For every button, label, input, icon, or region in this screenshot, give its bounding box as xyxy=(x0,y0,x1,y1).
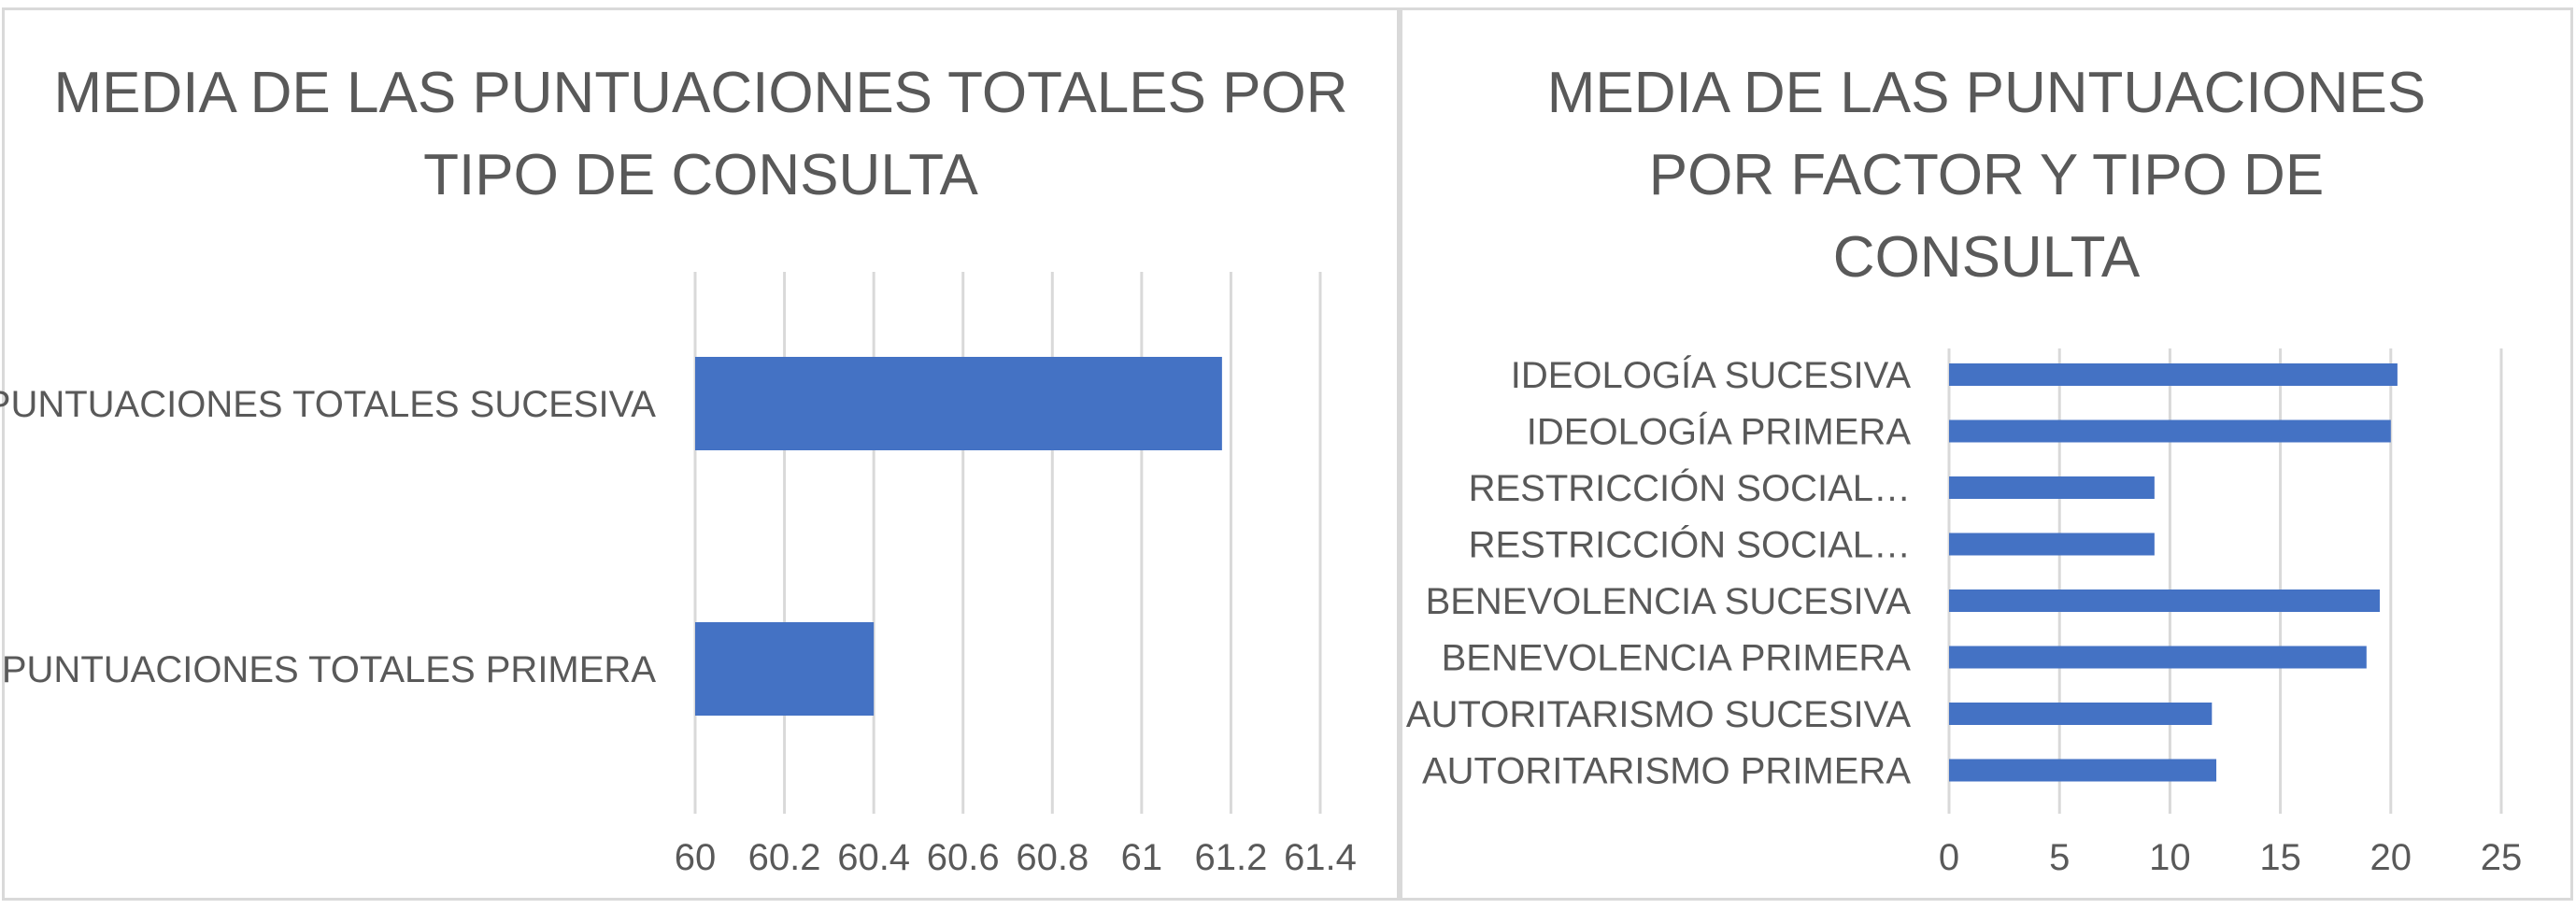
bar xyxy=(1949,419,2391,443)
bar xyxy=(1949,589,2380,612)
bar xyxy=(1949,476,2155,499)
x-tick-label: 0 xyxy=(1939,837,1959,878)
x-tick-label: 25 xyxy=(2481,837,2523,878)
x-tick-label: 61.2 xyxy=(1194,837,1267,878)
x-tick-label: 61.4 xyxy=(1284,837,1357,878)
x-tick-label: 5 xyxy=(2049,837,2070,878)
bar xyxy=(1949,533,2155,556)
x-tick-label: 15 xyxy=(2259,837,2301,878)
x-tick-label: 60.8 xyxy=(1016,837,1089,878)
category-label: PUNTUACIONES TOTALES PRIMERA xyxy=(2,649,656,690)
x-tick-label: 61 xyxy=(1121,837,1163,878)
bar xyxy=(1949,646,2367,669)
category-label: IDEOLOGÍA PRIMERA xyxy=(1527,411,1912,453)
category-label: IDEOLOGÍA SUCESIVA xyxy=(1511,354,1912,396)
chart-panel-totals: MEDIA DE LAS PUNTUACIONES TOTALES POR TI… xyxy=(0,7,1400,901)
x-tick-label: 10 xyxy=(2149,837,2191,878)
bar xyxy=(1949,759,2217,782)
category-label: BENEVOLENCIA PRIMERA xyxy=(1442,638,1912,679)
bar-chart-factors: 0 5 10 15 20 25 IDEOLOGÍA SUCESIVA IDEOLOGÍA PR… xyxy=(1406,348,2523,878)
x-tick-label: 60 xyxy=(675,837,717,878)
bar-chart-totals: 60 60.2 60.4 60.6 60.8 61 61.2 61.4 PUNTUACIONES… xyxy=(0,272,1357,878)
category-label: AUTORITARISMO SUCESIVA xyxy=(1406,694,1911,735)
chart-title: MEDIA DE LAS PUNTUACIONES POR FACTOR Y T… xyxy=(1546,61,2427,290)
chart-title: MEDIA DE LAS PUNTUACIONES TOTALES POR TI… xyxy=(53,61,1348,207)
category-label: RESTRICCIÓN SOCIAL… xyxy=(1469,467,1911,509)
bar xyxy=(695,357,1222,450)
category-label: RESTRICCIÓN SOCIAL… xyxy=(1469,524,1911,566)
category-label: BENEVOLENCIA SUCESIVA xyxy=(1426,581,1912,622)
category-label: AUTORITARISMO PRIMERA xyxy=(1422,751,1911,792)
x-tick-label: 60.6 xyxy=(927,837,1000,878)
bar xyxy=(1949,703,2213,725)
x-tick-label: 60.4 xyxy=(837,837,910,878)
category-label: PUNTUACIONES TOTALES SUCESIVA xyxy=(0,384,656,425)
bar xyxy=(1949,363,2398,386)
x-tick-label: 20 xyxy=(2370,837,2412,878)
x-tick-label: 60.2 xyxy=(748,837,821,878)
chart-panel-factors: MEDIA DE LAS PUNTUACIONES POR FACTOR Y T… xyxy=(1400,7,2573,901)
bar xyxy=(695,622,875,716)
